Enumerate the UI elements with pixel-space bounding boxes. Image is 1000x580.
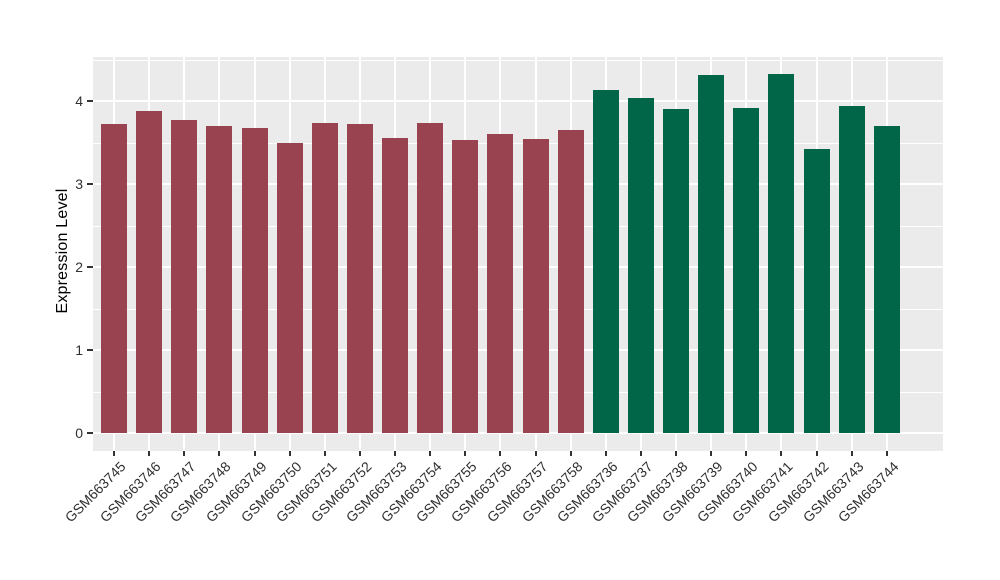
bar-gsm663756 — [487, 134, 514, 433]
y-axis-tick — [87, 100, 93, 102]
bar-gsm663758 — [557, 130, 584, 433]
x-axis-tick — [253, 451, 256, 456]
bar-gsm663744 — [873, 125, 900, 433]
x-axis-tick — [113, 451, 116, 456]
bar-gsm663738 — [663, 109, 690, 433]
x-axis-tick — [218, 451, 221, 456]
bar-gsm663739 — [698, 75, 725, 433]
x-axis-tick — [850, 451, 853, 456]
gridline-major-horizontal — [93, 349, 943, 351]
x-axis-tick — [499, 451, 502, 456]
gridline-major-horizontal — [93, 183, 943, 185]
bar-gsm663746 — [136, 110, 163, 433]
bar-gsm663751 — [311, 123, 338, 433]
x-axis-tick — [183, 451, 186, 456]
x-axis-tick — [604, 451, 607, 456]
plot-panel — [93, 57, 943, 451]
bar-gsm663740 — [733, 107, 760, 433]
gridline-major-horizontal — [93, 100, 943, 102]
y-axis-tick — [87, 349, 93, 351]
bar-gsm663753 — [382, 138, 409, 433]
x-axis-tick — [815, 451, 818, 456]
x-axis-tick — [710, 451, 713, 456]
y-tick-label: 3 — [75, 176, 83, 192]
y-tick-label: 4 — [75, 93, 83, 109]
y-axis-tick — [87, 266, 93, 268]
x-axis-tick — [323, 451, 326, 456]
y-axis-tick — [87, 432, 93, 434]
x-axis-tick — [288, 451, 291, 456]
y-tick-label: 0 — [75, 425, 83, 441]
bar-gsm663743 — [838, 105, 865, 433]
gridline-minor-horizontal — [93, 142, 943, 144]
x-axis-tick — [639, 451, 642, 456]
bar-gsm663754 — [417, 123, 444, 433]
bar-gsm663755 — [452, 140, 479, 433]
gridline-minor-horizontal — [93, 225, 943, 227]
y-tick-label: 2 — [75, 259, 83, 275]
gridline-major-horizontal — [93, 432, 943, 434]
x-axis-tick — [745, 451, 748, 456]
x-axis-tick — [429, 451, 432, 456]
bar-gsm663752 — [346, 124, 373, 433]
y-tick-label: 1 — [75, 342, 83, 358]
gridline-minor-horizontal — [93, 308, 943, 310]
bar-gsm663749 — [241, 128, 268, 433]
bar-gsm663745 — [101, 124, 128, 433]
x-axis-tick — [464, 451, 467, 456]
x-axis-tick — [148, 451, 151, 456]
gridline-minor-horizontal — [93, 59, 943, 61]
gridline-minor-horizontal — [93, 391, 943, 393]
x-axis-tick — [675, 451, 678, 456]
x-axis-tick — [394, 451, 397, 456]
bar-gsm663757 — [522, 139, 549, 433]
bar-gsm663748 — [206, 125, 233, 433]
x-axis-tick — [569, 451, 572, 456]
bar-gsm663747 — [171, 120, 198, 433]
x-axis-tick — [780, 451, 783, 456]
x-axis-tick — [885, 451, 888, 456]
bar-gsm663742 — [803, 149, 830, 433]
x-axis-tick — [358, 451, 361, 456]
bar-gsm663750 — [276, 143, 303, 433]
y-axis-tick — [87, 183, 93, 185]
bar-gsm663736 — [592, 90, 619, 433]
bar-gsm663741 — [768, 74, 795, 433]
x-axis-tick — [534, 451, 537, 456]
bar-gsm663737 — [627, 97, 654, 433]
gridline-major-horizontal — [93, 266, 943, 268]
y-axis-title: Expression Level — [54, 188, 71, 314]
